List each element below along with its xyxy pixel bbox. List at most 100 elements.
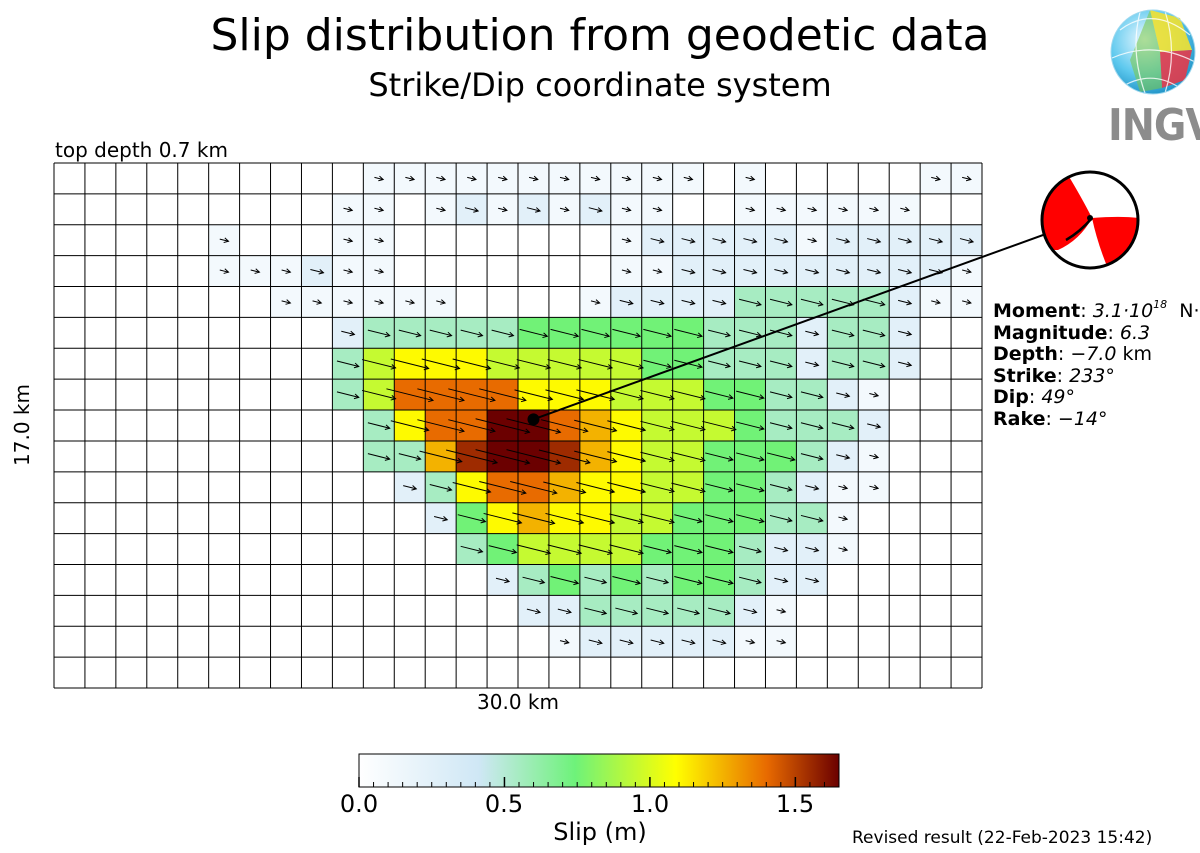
slip-vector xyxy=(743,268,757,274)
slip-vector-head xyxy=(390,364,397,370)
slip-vector-head xyxy=(782,268,789,275)
slip-cell xyxy=(301,348,333,380)
slip-vector xyxy=(578,544,613,554)
slip-vector xyxy=(609,513,644,523)
colorbar xyxy=(359,754,839,787)
slip-vector-head xyxy=(727,486,734,493)
slip-vector xyxy=(738,576,762,584)
slip-vector xyxy=(708,360,731,367)
slip-vector-head xyxy=(384,331,391,338)
slip-cell xyxy=(115,440,147,472)
slip-cell xyxy=(301,626,333,658)
revised-result-note: Revised result (22-Feb-2023 15:42) xyxy=(852,828,1153,848)
slip-cell xyxy=(703,657,735,688)
slip-vector xyxy=(495,577,510,583)
slip-cell xyxy=(827,163,859,194)
slip-vector-head xyxy=(937,238,944,244)
slip-vector xyxy=(897,330,912,335)
slip-vector xyxy=(538,449,590,464)
slip-vector-head xyxy=(378,237,385,244)
slip-vector-head xyxy=(848,424,855,430)
slip-vector-head xyxy=(666,332,673,339)
slip-cell xyxy=(115,163,147,194)
slip-vector-head xyxy=(604,332,611,339)
slip-cell xyxy=(54,564,85,596)
slip-vector xyxy=(650,238,664,243)
slip-vector xyxy=(640,420,675,431)
chart-subtitle: Strike/Dip coordinate system xyxy=(368,66,832,104)
slip-vector-head xyxy=(813,361,820,368)
slip-vector xyxy=(219,238,229,242)
slip-cell xyxy=(363,533,395,565)
slip-vector-head xyxy=(415,331,422,338)
slip-vector xyxy=(578,359,613,369)
slip-cell xyxy=(456,286,488,318)
slip-vector-head xyxy=(596,207,603,213)
slip-vector xyxy=(621,176,631,181)
slip-vector xyxy=(516,359,551,369)
slip-vector xyxy=(341,330,355,335)
slip-cell xyxy=(920,440,952,472)
slip-cell xyxy=(239,317,271,349)
slip-vector xyxy=(429,484,452,491)
slip-vector xyxy=(405,300,415,304)
slip-vector-head xyxy=(524,428,531,434)
slip-vector xyxy=(574,419,617,432)
slip-cell xyxy=(672,657,704,688)
slip-vector xyxy=(374,238,384,242)
slip-vector xyxy=(862,329,885,337)
slip-vector-head xyxy=(875,423,882,429)
slip-vector xyxy=(336,391,359,398)
colorbar-ticks xyxy=(358,753,840,788)
slip-cell xyxy=(394,595,426,627)
slip-vector-head xyxy=(844,268,851,275)
slip-vector-head xyxy=(535,608,542,615)
slip-vector-head xyxy=(485,488,492,494)
slip-cell xyxy=(579,657,611,688)
slip-cell xyxy=(239,379,271,411)
slip-cell xyxy=(54,255,85,287)
slip-cell xyxy=(54,533,85,565)
slip-cell xyxy=(518,224,549,256)
slip-vector xyxy=(831,329,854,337)
slip-vector-head xyxy=(409,175,416,182)
slip-cell xyxy=(951,595,982,627)
slip-cell xyxy=(146,348,178,380)
slip-vector-head xyxy=(782,577,789,584)
slip-vector-head xyxy=(755,362,762,369)
slip-vector xyxy=(343,269,353,273)
slip-cell xyxy=(84,410,116,441)
slip-vector-head xyxy=(477,331,484,338)
slip-cell xyxy=(951,502,982,534)
slip-vector xyxy=(745,640,755,644)
slip-vector-head xyxy=(755,300,762,307)
slip-vector xyxy=(738,545,762,553)
slip-cell xyxy=(115,255,147,287)
slip-cell xyxy=(301,595,333,627)
slip-vector-head xyxy=(576,549,583,555)
slip-cell xyxy=(239,163,271,194)
slip-vector-head xyxy=(935,299,941,305)
slip-cell xyxy=(84,595,116,627)
slip-cell xyxy=(270,440,302,472)
slip-vector-head xyxy=(601,578,608,585)
slip-cell xyxy=(394,564,426,596)
slip-cell xyxy=(208,163,240,194)
slip-cell xyxy=(425,224,457,256)
slip-vector xyxy=(607,451,646,462)
slip-vector xyxy=(547,544,582,554)
slip-cell xyxy=(332,626,364,658)
slip-cell xyxy=(363,626,395,658)
slip-vector-head xyxy=(547,395,554,402)
slip-vector-head xyxy=(551,489,558,495)
strike-row: Strike: 233° xyxy=(993,364,1115,387)
slip-vector-head xyxy=(873,453,880,460)
slip-vector-head xyxy=(842,484,849,491)
slip-vector-head xyxy=(607,364,614,370)
slip-vector-head xyxy=(751,608,758,615)
slip-vector-head xyxy=(727,456,734,462)
slip-vector xyxy=(805,330,819,335)
slip-vector xyxy=(460,545,483,553)
slip-vector xyxy=(745,207,755,211)
